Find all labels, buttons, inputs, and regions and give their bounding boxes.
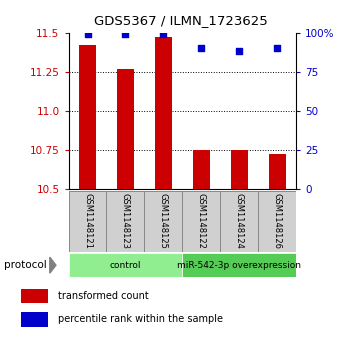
FancyBboxPatch shape <box>144 191 182 252</box>
Text: GSM1148125: GSM1148125 <box>159 193 168 249</box>
FancyBboxPatch shape <box>69 191 106 252</box>
FancyBboxPatch shape <box>182 191 220 252</box>
Text: control: control <box>110 261 141 270</box>
Text: protocol: protocol <box>4 260 46 270</box>
Point <box>198 45 204 51</box>
Bar <box>117 69 134 189</box>
FancyBboxPatch shape <box>220 191 258 252</box>
Text: GSM1148121: GSM1148121 <box>83 193 92 249</box>
Point <box>122 31 128 37</box>
Point <box>274 45 280 51</box>
Bar <box>193 150 210 189</box>
Text: miR-542-3p overexpression: miR-542-3p overexpression <box>177 261 301 270</box>
FancyBboxPatch shape <box>258 191 296 252</box>
Point <box>160 31 166 37</box>
Bar <box>21 289 48 303</box>
Text: GDS5367 / ILMN_1723625: GDS5367 / ILMN_1723625 <box>93 15 268 28</box>
Bar <box>21 313 48 327</box>
Text: GSM1148123: GSM1148123 <box>121 193 130 249</box>
Bar <box>231 150 248 189</box>
FancyBboxPatch shape <box>182 253 296 277</box>
Text: GSM1148126: GSM1148126 <box>273 193 282 249</box>
Text: GSM1148122: GSM1148122 <box>197 193 206 249</box>
FancyBboxPatch shape <box>69 253 182 277</box>
Polygon shape <box>50 257 56 273</box>
FancyBboxPatch shape <box>106 191 144 252</box>
Point <box>84 31 90 37</box>
Point <box>236 49 242 54</box>
Bar <box>269 154 286 189</box>
Text: percentile rank within the sample: percentile rank within the sample <box>58 314 223 325</box>
Text: transformed count: transformed count <box>58 291 148 301</box>
Bar <box>155 37 172 189</box>
Text: GSM1148124: GSM1148124 <box>235 193 244 249</box>
Bar <box>79 45 96 189</box>
